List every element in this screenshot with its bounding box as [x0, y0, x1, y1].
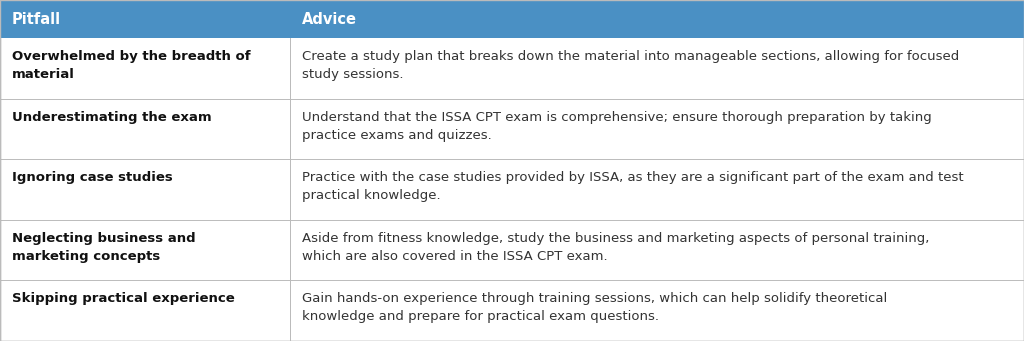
Text: Advice: Advice [302, 12, 357, 27]
Text: Overwhelmed by the breadth of
material: Overwhelmed by the breadth of material [12, 50, 251, 81]
Text: Aside from fitness knowledge, study the business and marketing aspects of person: Aside from fitness knowledge, study the … [302, 232, 930, 263]
Text: Understand that the ISSA CPT exam is comprehensive; ensure thorough preparation : Understand that the ISSA CPT exam is com… [302, 110, 932, 142]
Text: Create a study plan that breaks down the material into manageable sections, allo: Create a study plan that breaks down the… [302, 50, 959, 81]
Text: Skipping practical experience: Skipping practical experience [12, 292, 234, 306]
Text: Underestimating the exam: Underestimating the exam [12, 110, 212, 123]
Text: Pitfall: Pitfall [12, 12, 61, 27]
Bar [0, 0, 1024, 38]
Text: Neglecting business and
marketing concepts: Neglecting business and marketing concep… [12, 232, 196, 263]
Text: Gain hands-on experience through training sessions, which can help solidify theo: Gain hands-on experience through trainin… [302, 292, 887, 323]
Text: Practice with the case studies provided by ISSA, as they are a significant part : Practice with the case studies provided … [302, 171, 964, 202]
Text: Ignoring case studies: Ignoring case studies [12, 171, 173, 184]
